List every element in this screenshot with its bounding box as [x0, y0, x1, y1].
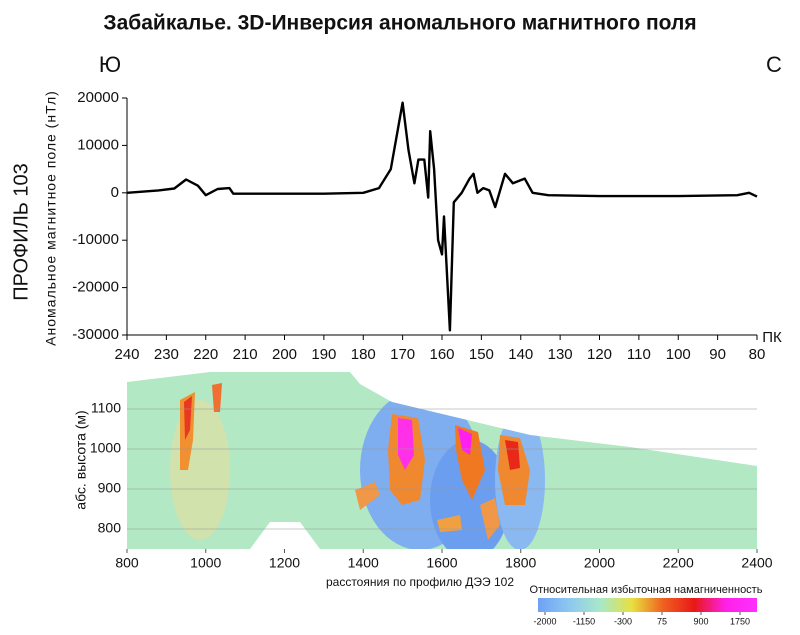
colorbar-tick-label: 75 — [657, 616, 667, 626]
x-tick-label: 120 — [587, 346, 612, 363]
x-axis-label: ПК — [762, 329, 782, 346]
x-tick-label: 1000 — [190, 555, 221, 571]
x-tick-label: 1400 — [348, 555, 379, 571]
x-tick-label: 1600 — [426, 555, 457, 571]
x-tick-label: 130 — [548, 346, 573, 363]
x-tick-label: 2400 — [741, 555, 772, 571]
y-tick-label: -20000 — [72, 279, 119, 296]
south-label: Ю — [99, 52, 121, 77]
x-tick-label: 100 — [666, 346, 691, 363]
x-tick-label: 800 — [115, 555, 139, 571]
y-tick-label: 0 — [111, 184, 119, 201]
x-tick-label: 80 — [749, 346, 766, 363]
y-tick-label: -30000 — [72, 326, 119, 343]
x-tick-label: 210 — [233, 346, 258, 363]
x-tick-label: 180 — [351, 346, 376, 363]
y-tick-label: -10000 — [72, 231, 119, 248]
y-axis-label: Аномальное магнитное поле (нТл) — [43, 90, 59, 346]
title: Забайкалье. 3D-Инверсия аномального магн… — [103, 12, 696, 35]
x-tick-label: 160 — [429, 346, 454, 363]
x-tick-label: 2200 — [663, 555, 694, 571]
x-tick-label: 230 — [154, 346, 179, 363]
y-tick-label: 800 — [98, 520, 122, 536]
colorbar-tick-label: -300 — [614, 616, 632, 626]
y-tick-label: 10000 — [77, 136, 119, 153]
y-axis-label: абс. высота (м) — [73, 410, 89, 509]
north-label: С — [766, 52, 782, 77]
colorbar-tick-label: 1750 — [730, 616, 750, 626]
colorbar-tick-label: -2000 — [533, 616, 556, 626]
x-tick-label: 90 — [709, 346, 726, 363]
x-tick-label: 1200 — [269, 555, 300, 571]
x-tick-label: 1800 — [505, 555, 536, 571]
y-tick-label: 900 — [98, 480, 122, 496]
colorbar-tick-label: 900 — [693, 616, 708, 626]
x-tick-label: 140 — [508, 346, 533, 363]
colorbar-title: Относительная избыточная намагниченность — [530, 584, 763, 596]
profile-label: ПРОФИЛЬ 103 — [10, 163, 32, 301]
x-tick-label: 2000 — [584, 555, 615, 571]
colorbar-tick-label: -1150 — [573, 616, 595, 626]
y-tick-label: 1100 — [91, 400, 121, 416]
x-tick-label: 190 — [311, 346, 336, 363]
data-line — [126, 101, 758, 332]
x-tick-label: 220 — [193, 346, 218, 363]
section-field — [127, 372, 757, 549]
x-tick-label: 110 — [627, 346, 651, 363]
x-axis-label: расстояния по профилю ДЭЭ 102 — [326, 575, 514, 589]
x-tick-label: 240 — [114, 346, 139, 363]
x-tick-label: 170 — [390, 346, 415, 363]
y-tick-label: 20000 — [77, 89, 119, 106]
x-tick-label: 150 — [469, 346, 494, 363]
y-tick-label: 1000 — [90, 440, 121, 456]
colorbar — [538, 598, 757, 612]
x-tick-label: 200 — [272, 346, 297, 363]
